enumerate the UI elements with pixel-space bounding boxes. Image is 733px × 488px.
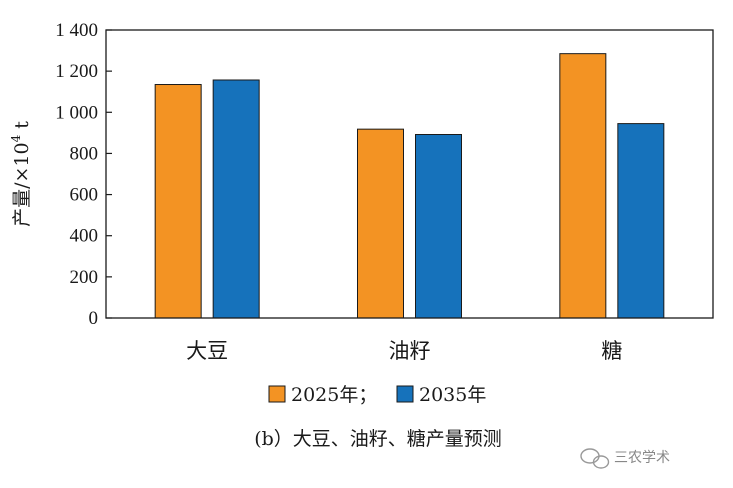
- watermark: 三农学术: [580, 448, 670, 469]
- y-tick-label: 800: [70, 143, 99, 164]
- figure-caption: (b）大豆、油籽、糖产量预测: [254, 428, 502, 450]
- y-axis-ticks: 0 200 400 600 800 1 000 1 200 1 400: [55, 20, 112, 329]
- legend-label-2035: 2035年: [419, 384, 486, 406]
- y-tick-label: 1 000: [55, 102, 98, 123]
- bar-2025-1: [357, 128, 404, 319]
- y-tick-label: 1 200: [55, 61, 98, 82]
- y-tick-label: 1 400: [55, 20, 98, 41]
- plot-frame: [105, 29, 714, 319]
- y-tick-label: 200: [70, 267, 99, 288]
- bar-2035-0: [212, 79, 260, 319]
- watermark-text: 三农学术: [614, 450, 670, 466]
- bar-2035-2: [617, 123, 665, 319]
- bar-2035-1: [415, 134, 462, 319]
- x-category-label: 大豆: [186, 339, 228, 363]
- bar-2025-2: [559, 53, 607, 319]
- category-labels: 大豆 油籽 糖: [186, 339, 622, 363]
- legend: 2025年； 2035年: [268, 384, 486, 406]
- legend-swatch-2025: [268, 385, 286, 403]
- y-axis-title-unit: t: [11, 121, 33, 135]
- y-axis-title: 产量/×104 t: [9, 121, 33, 227]
- y-axis-title-superscript: 4: [9, 134, 23, 142]
- legend-swatch-2035: [396, 385, 414, 403]
- wechat-icon: [580, 448, 610, 469]
- x-category-label: 糖: [601, 339, 622, 363]
- bar-2025-0: [154, 84, 202, 319]
- y-tick-label: 600: [70, 185, 99, 206]
- y-tick-label: 0: [89, 308, 99, 329]
- y-axis-title-main: 产量/×10: [11, 142, 33, 227]
- legend-label-2025: 2025年；: [291, 384, 377, 406]
- x-category-label: 油籽: [389, 339, 431, 363]
- y-tick-label: 400: [70, 226, 99, 247]
- bars: [154, 53, 665, 319]
